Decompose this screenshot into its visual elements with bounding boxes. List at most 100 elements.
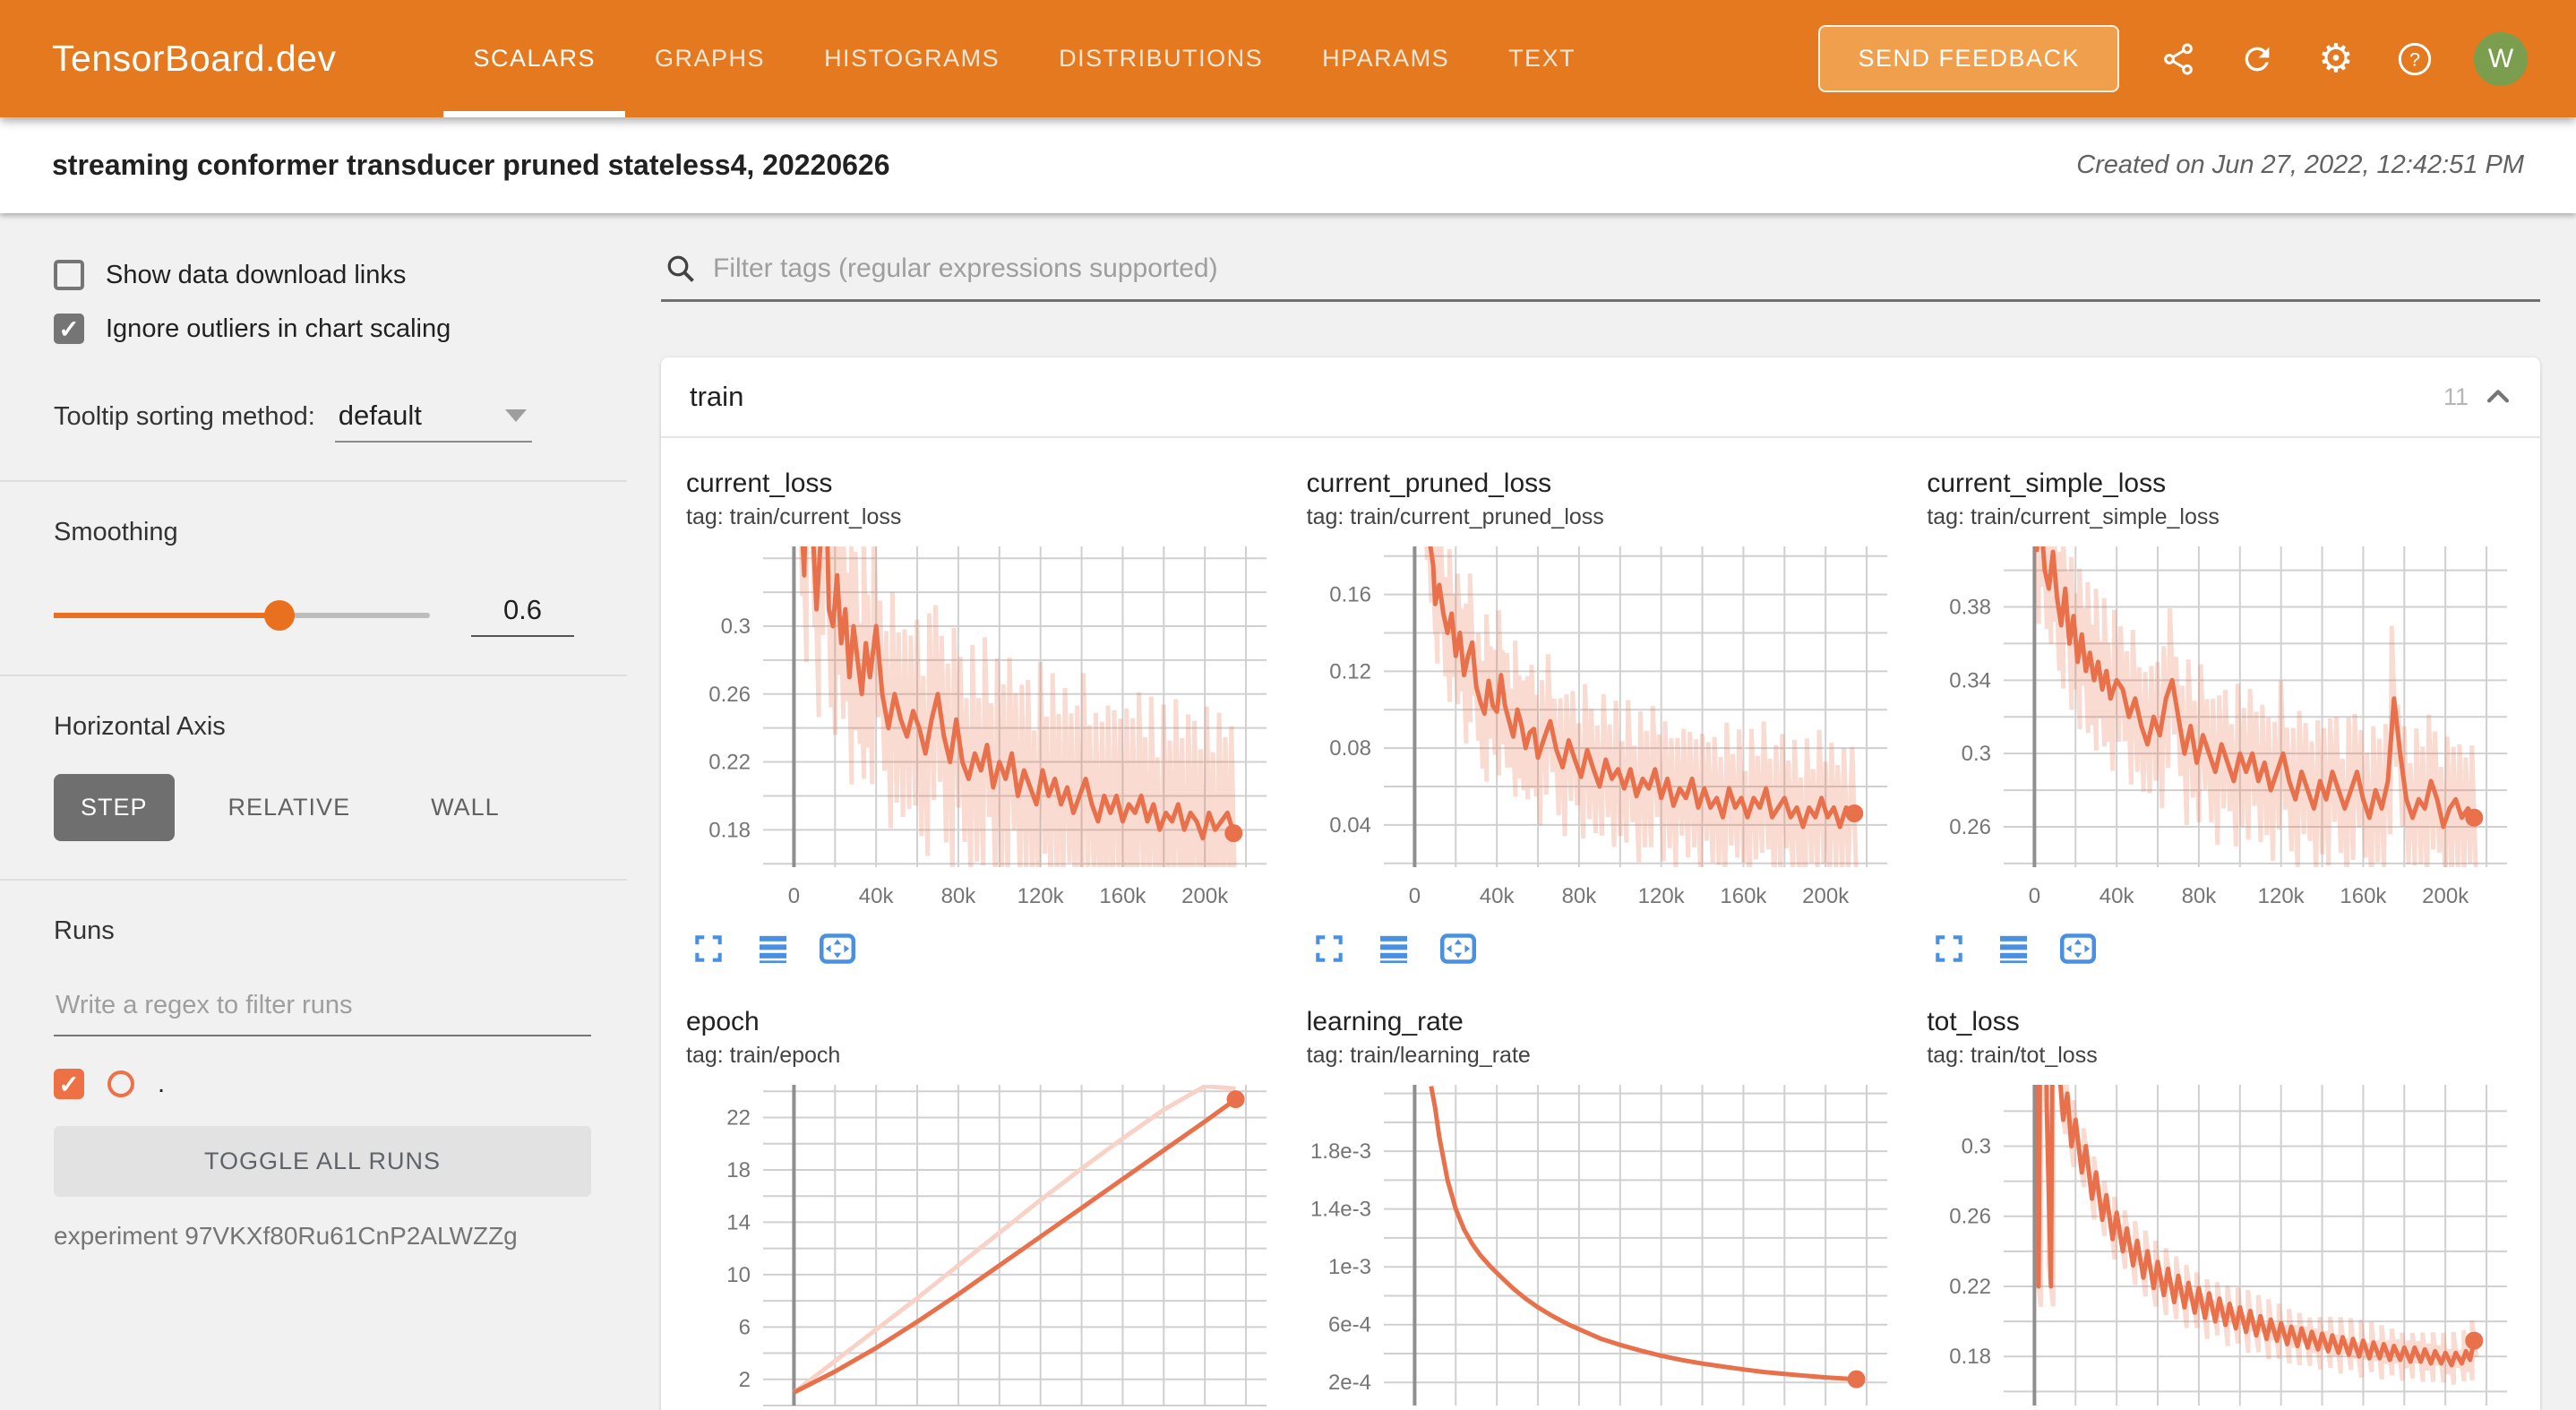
fullscreen-icon[interactable] (690, 930, 727, 967)
app-logo: TensorBoard.dev (52, 38, 337, 79)
svg-text:22: 22 (726, 1106, 751, 1131)
fit-domain-icon[interactable] (1439, 930, 1477, 967)
svg-text:0: 0 (1408, 884, 1420, 908)
sidebar-divider (0, 480, 627, 482)
svg-text:0.08: 0.08 (1329, 736, 1371, 761)
data-table-icon[interactable] (1995, 930, 2032, 967)
line-chart[interactable]: 0.26 0.3 0.34 0.38 0 40k 80k 120k 160k 200k (1927, 539, 2514, 919)
toggle-all-runs-button[interactable]: TOGGLE ALL RUNS (54, 1126, 591, 1197)
svg-text:0.22: 0.22 (708, 751, 751, 775)
chevron-down-icon (504, 409, 527, 422)
smoothing-slider-thumb[interactable] (264, 600, 295, 631)
svg-text:0.38: 0.38 (1950, 596, 1992, 620)
tooltip-sorting-value: default (338, 400, 422, 431)
fullscreen-icon[interactable] (1930, 930, 1968, 967)
svg-text:0.26: 0.26 (1950, 815, 1992, 839)
sidebar-divider (0, 879, 627, 881)
nav-tabs: SCALARS GRAPHS HISTOGRAMS DISTRIBUTIONS HPAR… (443, 0, 1605, 117)
chart-toolbar (1927, 930, 2515, 967)
svg-text:2e-4: 2e-4 (1328, 1371, 1371, 1395)
train-group-header[interactable]: train 11 (661, 357, 2540, 438)
horizontal-axis-label: Horizontal Axis (54, 712, 226, 741)
svg-text:0.26: 0.26 (708, 683, 751, 707)
svg-text:80k: 80k (2182, 884, 2218, 908)
svg-text:200k: 200k (1802, 884, 1850, 908)
svg-text:120k: 120k (1637, 884, 1685, 908)
chart-tile-learning_rate: learning_rate tag: train/learning_rate 2e-… (1307, 1007, 1895, 1410)
settings-icon[interactable]: ⚙ (2318, 36, 2354, 81)
tab-graphs[interactable]: GRAPHS (655, 45, 766, 72)
svg-text:14: 14 (726, 1210, 751, 1234)
data-table-icon[interactable] (1375, 930, 1413, 967)
chart-toolbar (686, 930, 1275, 967)
svg-text:10: 10 (726, 1263, 751, 1287)
run-checkbox-checked-icon[interactable]: ✓ (54, 1069, 84, 1099)
svg-text:40k: 40k (859, 884, 895, 908)
data-table-icon[interactable] (754, 930, 792, 967)
filter-tags-input[interactable] (713, 254, 2537, 284)
axis-button-step[interactable]: STEP (54, 774, 175, 841)
svg-text:0.18: 0.18 (1950, 1345, 1992, 1369)
line-chart[interactable]: 2610141822040k80k120k160k200k (686, 1078, 1274, 1410)
axis-button-relative[interactable]: RELATIVE (202, 774, 378, 841)
share-icon[interactable] (2159, 39, 2198, 79)
line-chart[interactable]: 0.04 0.08 0.12 0.16 0 40k 80k 120k 160k 200k (1307, 539, 1894, 919)
tab-scalars[interactable]: SCALARS (443, 0, 626, 117)
chart-title: current_simple_loss (1927, 469, 2167, 498)
svg-text:160k: 160k (2340, 884, 2388, 908)
smoothing-slider[interactable] (54, 600, 430, 631)
experiment-title-bar: streaming conformer transducer pruned st… (0, 117, 2576, 213)
svg-text:0.3: 0.3 (1962, 1134, 1991, 1158)
settings-sidebar: Show data download links ✓ Ignore outlie… (0, 213, 627, 1410)
fullscreen-icon[interactable] (1310, 930, 1348, 967)
chart-tile-current_pruned_loss: current_pruned_loss tag: train/current_pr… (1307, 469, 1895, 967)
checkbox-checked-icon[interactable]: ✓ (54, 314, 84, 344)
avatar[interactable]: W (2474, 31, 2528, 86)
fit-domain-icon[interactable] (2059, 930, 2097, 967)
svg-text:0: 0 (2029, 884, 2040, 908)
svg-text:40k: 40k (2099, 884, 2135, 908)
chart-tag: tag: train/tot_loss (1927, 1043, 2098, 1068)
smoothing-value-input[interactable]: 0.6 (471, 594, 574, 637)
chart-toolbar (1307, 930, 1895, 967)
ignore-outliers-label: Ignore outliers in chart scaling (106, 314, 451, 343)
dashboard-main: train 11 current_loss tag: train/current_… (627, 213, 2576, 1410)
tab-text[interactable]: TEXT (1508, 45, 1576, 72)
tab-distributions[interactable]: DISTRIBUTIONS (1059, 45, 1264, 72)
refresh-icon[interactable] (2237, 39, 2277, 79)
svg-text:0.12: 0.12 (1329, 659, 1371, 684)
chart-tag: tag: train/learning_rate (1306, 1043, 1531, 1068)
chevron-up-icon[interactable] (2483, 382, 2513, 412)
svg-text:1e-3: 1e-3 (1328, 1255, 1371, 1279)
svg-text:0.04: 0.04 (1329, 813, 1371, 838)
tooltip-sorting-select[interactable]: default (334, 400, 532, 443)
chart-title: current_loss (686, 469, 833, 498)
axis-button-wall[interactable]: WALL (404, 774, 527, 841)
ignore-outliers-checkbox-row[interactable]: ✓ Ignore outliers in chart scaling (54, 314, 591, 344)
header-actions: SEND FEEDBACK ⚙ ? W (1818, 25, 2576, 92)
smoothing-slider-fill (54, 613, 279, 618)
checkbox-unchecked-icon[interactable] (54, 260, 84, 290)
fit-domain-icon[interactable] (819, 930, 856, 967)
group-name: train (690, 381, 744, 412)
svg-text:120k: 120k (1018, 884, 1065, 908)
svg-text:160k: 160k (1720, 884, 1767, 908)
train-group-card: train 11 current_loss tag: train/current_… (661, 357, 2540, 1410)
line-chart[interactable]: 2e-46e-41e-31.4e-31.8e-3040k80k120k160k2… (1307, 1078, 1894, 1410)
experiment-title: streaming conformer transducer pruned st… (52, 149, 890, 181)
runs-regex-input[interactable] (54, 985, 591, 1036)
svg-text:0: 0 (788, 884, 800, 908)
svg-text:0.34: 0.34 (1950, 668, 1992, 692)
tab-hparams[interactable]: HPARAMS (1322, 45, 1450, 72)
chart-title: learning_rate (1306, 1007, 1464, 1036)
run-row[interactable]: ✓ . (54, 1069, 591, 1099)
svg-text:1.8e-3: 1.8e-3 (1310, 1139, 1371, 1164)
tab-histograms[interactable]: HISTOGRAMS (824, 45, 1000, 72)
send-feedback-button[interactable]: SEND FEEDBACK (1818, 25, 2119, 92)
show-download-links-checkbox-row[interactable]: Show data download links (54, 260, 591, 290)
help-icon[interactable]: ? (2395, 39, 2434, 79)
sidebar-divider (0, 675, 627, 676)
